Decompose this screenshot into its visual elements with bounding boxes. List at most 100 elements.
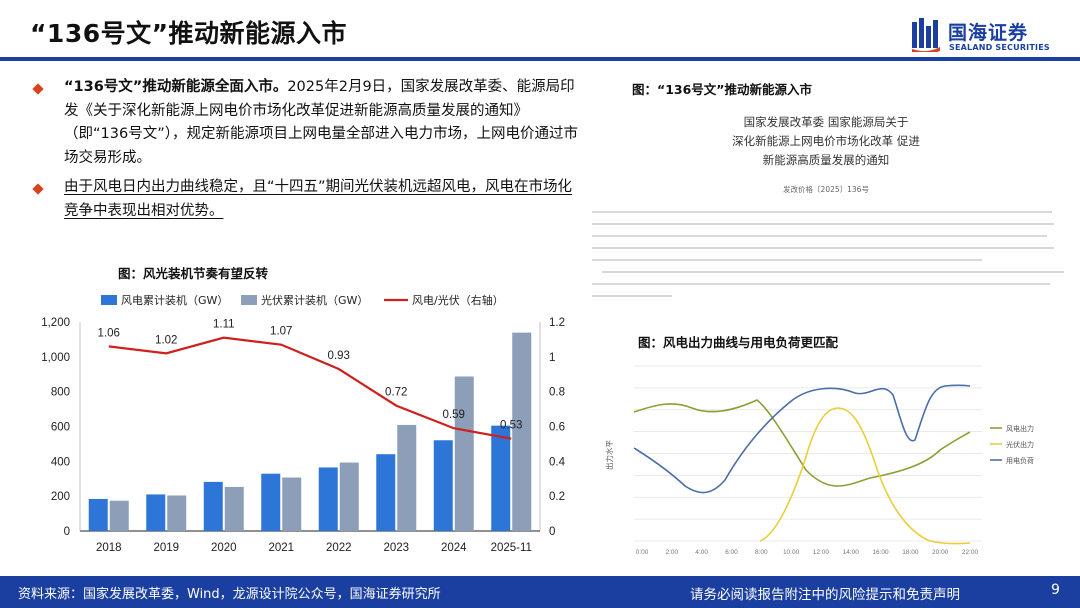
document-body-line: [592, 247, 1054, 249]
x-tick-label: 4:00: [695, 549, 708, 556]
x-tick-label: 2021: [268, 542, 294, 554]
load-curve-figure-title: 图：风电出力曲线与用电负荷更匹配: [638, 335, 839, 350]
legend-label: 风电/光伏（右轴）: [412, 293, 504, 307]
y-tick-label-right: 0: [549, 526, 555, 538]
bullet-item: 由于风电日内出力曲线稳定，且“十四五”期间光伏装机远超风电，风电在市场化竞争中表…: [30, 176, 582, 223]
bullet-text: 由于风电日内出力曲线稳定，且“十四五”期间光伏装机远超风电，风电在市场化竞争中表…: [64, 179, 573, 219]
load-curve: [633, 384, 971, 494]
y-axis-label: 出力水平: [604, 440, 614, 470]
wind-capacity-bar: [376, 454, 396, 531]
footer-bar: [0, 576, 1080, 608]
installed-capacity-chart: 0 200 400 600 800 1,000 1,200 0 0.2 0.4 0.6 0.8 1 1.2…: [41, 293, 566, 554]
slide-title: “136号文”推动新能源入市: [30, 19, 348, 48]
company-logo: 国海证券 SEALAND SECURITIES: [912, 16, 1072, 56]
ratio-data-label: 0.72: [385, 387, 407, 399]
solar-capacity-bar: [512, 332, 532, 531]
solar-capacity-bar: [454, 376, 474, 531]
x-tick-label: 2018: [96, 542, 122, 554]
y-tick-label-right: 0.4: [549, 456, 566, 468]
ratio-data-label: 1.02: [155, 334, 177, 346]
x-tick-label: 12:00: [813, 549, 830, 556]
y-tick-label-left: 400: [51, 456, 70, 468]
solar-capacity-bar: [224, 486, 244, 531]
document-heading-line: 新能源高质量发展的通知: [762, 153, 890, 167]
wind-capacity-bar: [146, 494, 166, 531]
title-divider: [0, 57, 1080, 61]
legend-label: 风电出力: [1006, 424, 1034, 433]
bullet-list: “136号文”推动新能源全面入市。2025年2月9日，国家发展改革委、能源局印发…: [30, 76, 582, 229]
disclaimer-note: 请务必阅读报告附注中的风险提示和免责声明: [690, 587, 960, 603]
wind-solar-ratio-line: [108, 336, 512, 440]
legend-label: 用电负荷: [1006, 456, 1034, 465]
document-number: 发改价格〔2025〕136号: [783, 185, 869, 194]
bullet-bold-lead: “136号文”推动新能源全面入市。: [64, 79, 288, 95]
document-heading-line: 国家发展改革委 国家能源局关于: [743, 115, 909, 129]
y-tick-label-right: 1: [549, 352, 555, 364]
x-tick-label: 2023: [383, 542, 409, 554]
wind-capacity-bar: [433, 440, 453, 531]
x-tick-label: 22:00: [962, 549, 979, 556]
output-load-chart: 0:00 2:00 4:00 6:00 8:00 10:00 12:00 14:00 16:00…: [604, 365, 1034, 556]
document-body-line: [592, 211, 1052, 213]
document-body-line: [592, 259, 982, 261]
x-tick-label: 16:00: [872, 549, 889, 556]
bullet-item: “136号文”推动新能源全面入市。2025年2月9日，国家发展改革委、能源局印发…: [30, 76, 582, 170]
document-body-line: [592, 235, 1047, 237]
document-body-line: [602, 271, 1064, 273]
legend-swatch: [241, 295, 257, 305]
ratio-data-label: 1.11: [213, 319, 235, 331]
legend-label: 光伏累计装机（GW）: [261, 293, 368, 307]
legend-label: 风电累计装机（GW）: [121, 293, 228, 307]
source-note: 资料来源：国家发展改革委，Wind，龙源设计院公众号，国海证券研究所: [18, 587, 441, 602]
ratio-data-label: 0.93: [328, 350, 350, 362]
wind-capacity-bar: [318, 467, 338, 531]
y-tick-label-right: 0.2: [549, 491, 565, 503]
solar-capacity-bar: [167, 495, 187, 531]
y-tick-label-left: 800: [51, 387, 70, 399]
y-tick-label-left: 1,000: [41, 352, 70, 364]
y-tick-label-left: 1,200: [41, 317, 70, 329]
x-tick-label: 10:00: [783, 549, 800, 556]
document-body-line: [592, 223, 1054, 225]
y-tick-label-left: 200: [51, 491, 70, 503]
x-tick-label: 2022: [326, 542, 352, 554]
y-tick-label-left: 0: [64, 526, 70, 538]
document-heading-line: 深化新能源上网电价市场化改革 促进: [732, 134, 920, 148]
wind-capacity-bar: [88, 498, 108, 531]
solar-output-curve: [759, 407, 971, 545]
y-tick-label-right: 0.6: [549, 422, 565, 434]
x-tick-label: 2020: [211, 542, 237, 554]
solar-capacity-bar: [339, 462, 359, 531]
solar-capacity-bar: [282, 477, 302, 531]
wind-capacity-bar: [261, 473, 281, 531]
x-tick-label: 2:00: [665, 549, 678, 556]
y-tick-label-left: 600: [51, 422, 70, 434]
ratio-data-label: 1.07: [270, 326, 292, 338]
logo-chinese-name: 国海证券: [948, 22, 1029, 44]
document-figure-title: 图：“136号文”推动新能源入市: [632, 82, 813, 97]
page-number: 9: [1051, 582, 1060, 598]
wind-capacity-bar: [203, 481, 223, 531]
x-tick-label: 6:00: [725, 549, 738, 556]
x-tick-label: 0:00: [636, 549, 649, 556]
wind-capacity-bar: [491, 425, 511, 531]
x-tick-label: 8:00: [755, 549, 768, 556]
bullet-text: 2025年2月9日，国家发展改革委、能源局印发《关于深化新能源上网电价市场化改革…: [64, 79, 578, 166]
x-tick-label: 20:00: [932, 549, 949, 556]
document-body-line: [592, 283, 1050, 285]
ratio-data-label: 1.06: [98, 327, 120, 339]
solar-capacity-bar: [109, 500, 129, 531]
solar-capacity-bar: [397, 424, 417, 531]
x-tick-label: 18:00: [902, 549, 919, 556]
chart-title: 图：风光装机节奏有望反转: [118, 266, 269, 281]
x-tick-label: 2024: [441, 542, 467, 554]
ratio-data-label: 0.59: [443, 409, 465, 421]
x-tick-label: 2025-11: [491, 542, 532, 554]
y-tick-label-right: 1.2: [549, 317, 565, 329]
x-tick-label: 14:00: [843, 549, 860, 556]
legend-swatch: [101, 295, 117, 305]
policy-document-image: 国家发展改革委 国家能源局关于 深化新能源上网电价市场化改革 促进 新能源高质量…: [592, 108, 1064, 318]
y-tick-label-right: 0.8: [549, 387, 565, 399]
document-body-line: [592, 295, 672, 297]
legend-label: 光伏出力: [1006, 440, 1034, 449]
